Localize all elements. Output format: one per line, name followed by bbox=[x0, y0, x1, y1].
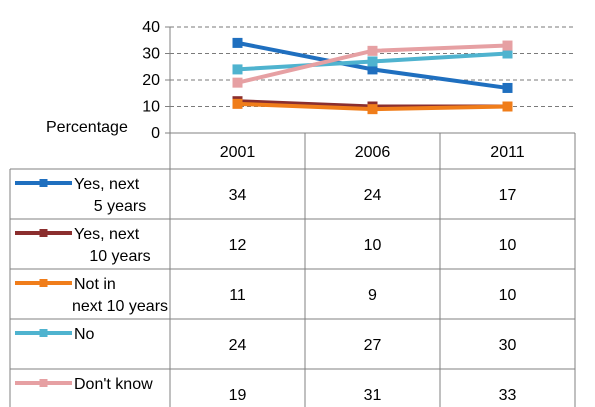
table-value-cell: 33 bbox=[499, 387, 517, 404]
x-tick-label: 2011 bbox=[490, 144, 525, 161]
data-point bbox=[502, 48, 513, 59]
table-value-cell: 27 bbox=[364, 337, 382, 354]
data-point bbox=[502, 82, 513, 93]
table-value-cell: 11 bbox=[229, 287, 246, 304]
legend-swatch-marker bbox=[39, 179, 48, 187]
table-value-cell: 17 bbox=[499, 187, 517, 204]
y-axis-label: Percentage bbox=[46, 119, 128, 136]
data-point bbox=[502, 40, 513, 51]
y-tick-label: 30 bbox=[142, 46, 160, 63]
data-point bbox=[232, 64, 243, 75]
data-point bbox=[367, 64, 378, 75]
data-table: 2001 2006 2011 Yes, next 5 years 34 24 17 Yes, n… bbox=[9, 132, 576, 407]
table-value-cell: 9 bbox=[368, 287, 377, 304]
table-value-cell: 19 bbox=[229, 387, 247, 404]
table-value-cell: 31 bbox=[364, 387, 382, 404]
data-point bbox=[232, 37, 243, 48]
table-value-cell: 10 bbox=[364, 237, 382, 254]
data-point bbox=[502, 101, 513, 112]
data-point bbox=[367, 104, 378, 115]
legend-swatch-marker bbox=[39, 279, 48, 287]
y-tick-label: 40 bbox=[142, 19, 160, 36]
data-point bbox=[367, 45, 378, 56]
x-tick-label: 2001 bbox=[220, 144, 256, 161]
y-tick-label: 10 bbox=[142, 99, 160, 116]
legend-label: Yes, next 5 years bbox=[74, 176, 146, 215]
table-value-cell: 12 bbox=[229, 237, 247, 254]
legend-swatch-marker bbox=[39, 379, 48, 387]
legend-label: Don't know bbox=[74, 376, 153, 393]
table-value-cell: 30 bbox=[499, 337, 517, 354]
x-tick-label: 2006 bbox=[355, 144, 391, 161]
legend-label: Yes, next 10 years bbox=[74, 226, 151, 265]
legend-label: Not in next 10 years bbox=[72, 276, 168, 315]
legend-swatch-marker bbox=[39, 229, 48, 237]
table-value-cell: 10 bbox=[499, 287, 517, 304]
table-value-cell: 24 bbox=[229, 337, 247, 354]
data-point bbox=[232, 98, 243, 109]
data-point bbox=[367, 56, 378, 67]
data-point bbox=[232, 77, 243, 88]
table-value-cell: 24 bbox=[364, 187, 382, 204]
y-tick-label: 20 bbox=[142, 72, 160, 89]
series-lines bbox=[232, 37, 513, 115]
y-tick-label: 0 bbox=[151, 125, 160, 142]
axes: 0 10 20 30 40 bbox=[142, 19, 171, 142]
legend-label: No bbox=[74, 326, 95, 343]
table-value-cell: 34 bbox=[229, 187, 247, 204]
legend-swatch-marker bbox=[39, 329, 48, 337]
table-value-cell: 10 bbox=[499, 237, 517, 254]
